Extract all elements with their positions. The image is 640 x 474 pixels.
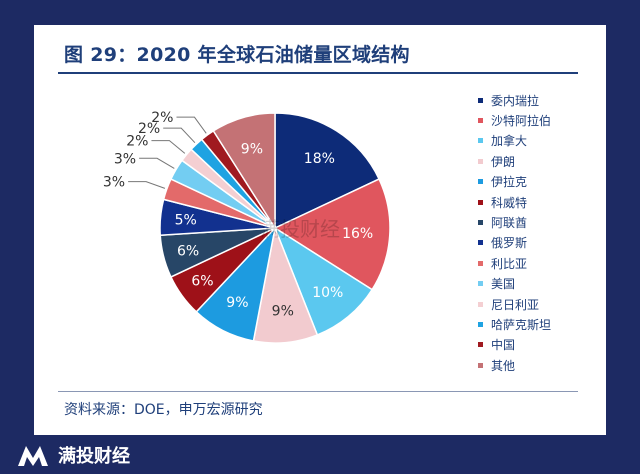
title-divider: [58, 72, 578, 74]
legend-item: 科威特: [478, 192, 551, 212]
legend-item: 其他: [478, 355, 551, 375]
legend-swatch: [478, 138, 483, 144]
leader-line: [128, 181, 166, 189]
legend-swatch: [478, 342, 483, 348]
slice-percent-label: 5%: [175, 213, 197, 229]
slice-percent-label: 3%: [114, 151, 136, 167]
legend-item: 俄罗斯: [478, 233, 551, 253]
legend-label: 加拿大: [491, 134, 528, 149]
chart-legend: 委内瑞拉沙特阿拉伯加拿大伊朗伊拉克科威特阿联酋俄罗斯利比亚美国尼日利亚哈萨克斯坦…: [478, 90, 551, 375]
slice-percent-label: 6%: [177, 243, 199, 259]
slice-percent-label: 9%: [226, 295, 248, 311]
slice-percent-label: 6%: [191, 274, 213, 290]
legend-swatch: [478, 301, 483, 307]
legend-label: 委内瑞拉: [491, 93, 540, 108]
legend-label: 中国: [491, 338, 516, 353]
legend-swatch: [478, 260, 483, 266]
legend-item: 加拿大: [478, 131, 551, 151]
slice-percent-label: 2%: [138, 121, 160, 137]
legend-swatch: [478, 220, 483, 226]
legend-swatch: [478, 97, 483, 103]
leader-line: [176, 116, 207, 134]
legend-label: 科威特: [491, 195, 528, 210]
leader-line: [151, 140, 186, 154]
legend-swatch: [478, 118, 483, 124]
legend-item: 阿联酋: [478, 212, 551, 232]
slice-percent-label: 16%: [342, 226, 373, 242]
legend-swatch: [478, 158, 483, 164]
slice-percent-label: 2%: [151, 110, 173, 126]
pie-slice: [212, 112, 276, 231]
footer-brand-name: 满投财经: [58, 446, 130, 467]
pie-slice: [273, 226, 374, 336]
legend-label: 其他: [491, 358, 516, 373]
leader-line: [139, 157, 175, 169]
leader-line: [163, 127, 196, 144]
pie-slice: [274, 112, 381, 230]
brand-m-logo-icon: [18, 446, 48, 466]
legend-item: 哈萨克斯坦: [478, 314, 551, 334]
chart-title: 图 29：2020 年全球石油储量区域结构: [64, 44, 410, 66]
legend-label: 沙特阿拉伯: [491, 114, 552, 129]
legend-item: 委内瑞拉: [478, 90, 551, 110]
legend-label: 哈萨克斯坦: [491, 317, 552, 332]
legend-item: 伊朗: [478, 151, 551, 171]
legend-swatch: [478, 362, 483, 368]
legend-item: 伊拉克: [478, 172, 551, 192]
legend-item: 尼日利亚: [478, 294, 551, 314]
legend-swatch: [478, 281, 483, 287]
legend-label: 阿联酋: [491, 216, 528, 231]
legend-swatch: [478, 321, 483, 327]
legend-swatch: [478, 240, 483, 246]
slice-percent-label: 18%: [304, 151, 335, 167]
watermark-text: 满投财经: [260, 217, 340, 241]
footer-brand: 满投财经: [16, 440, 130, 470]
legend-swatch: [478, 199, 483, 205]
legend-label: 伊拉克: [491, 175, 528, 190]
legend-item: 美国: [478, 274, 551, 294]
legend-item: 中国: [478, 335, 551, 355]
slice-percent-label: 9%: [272, 303, 294, 319]
source-note: 资料来源：DOE，申万宏源研究: [64, 402, 263, 418]
slice-percent-label: 9%: [241, 141, 263, 157]
slice-percent-label: 10%: [312, 285, 343, 301]
source-divider: [58, 391, 578, 392]
legend-label: 利比亚: [491, 256, 528, 271]
legend-label: 美国: [491, 277, 516, 292]
legend-label: 尼日利亚: [491, 297, 540, 312]
legend-label: 俄罗斯: [491, 236, 528, 251]
slice-percent-label: 2%: [126, 134, 148, 150]
legend-item: 沙特阿拉伯: [478, 110, 551, 130]
slice-percent-label: 3%: [103, 175, 125, 191]
legend-label: 伊朗: [491, 154, 516, 169]
legend-item: 利比亚: [478, 253, 551, 273]
pie-slice: [273, 178, 391, 291]
legend-swatch: [478, 179, 483, 185]
